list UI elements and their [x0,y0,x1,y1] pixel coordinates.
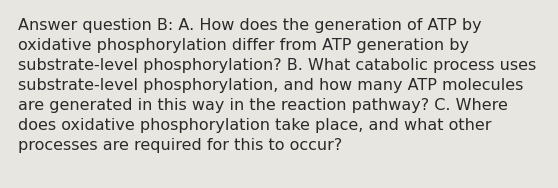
Text: Answer question B: A. How does the generation of ATP by
oxidative phosphorylatio: Answer question B: A. How does the gener… [18,18,536,153]
